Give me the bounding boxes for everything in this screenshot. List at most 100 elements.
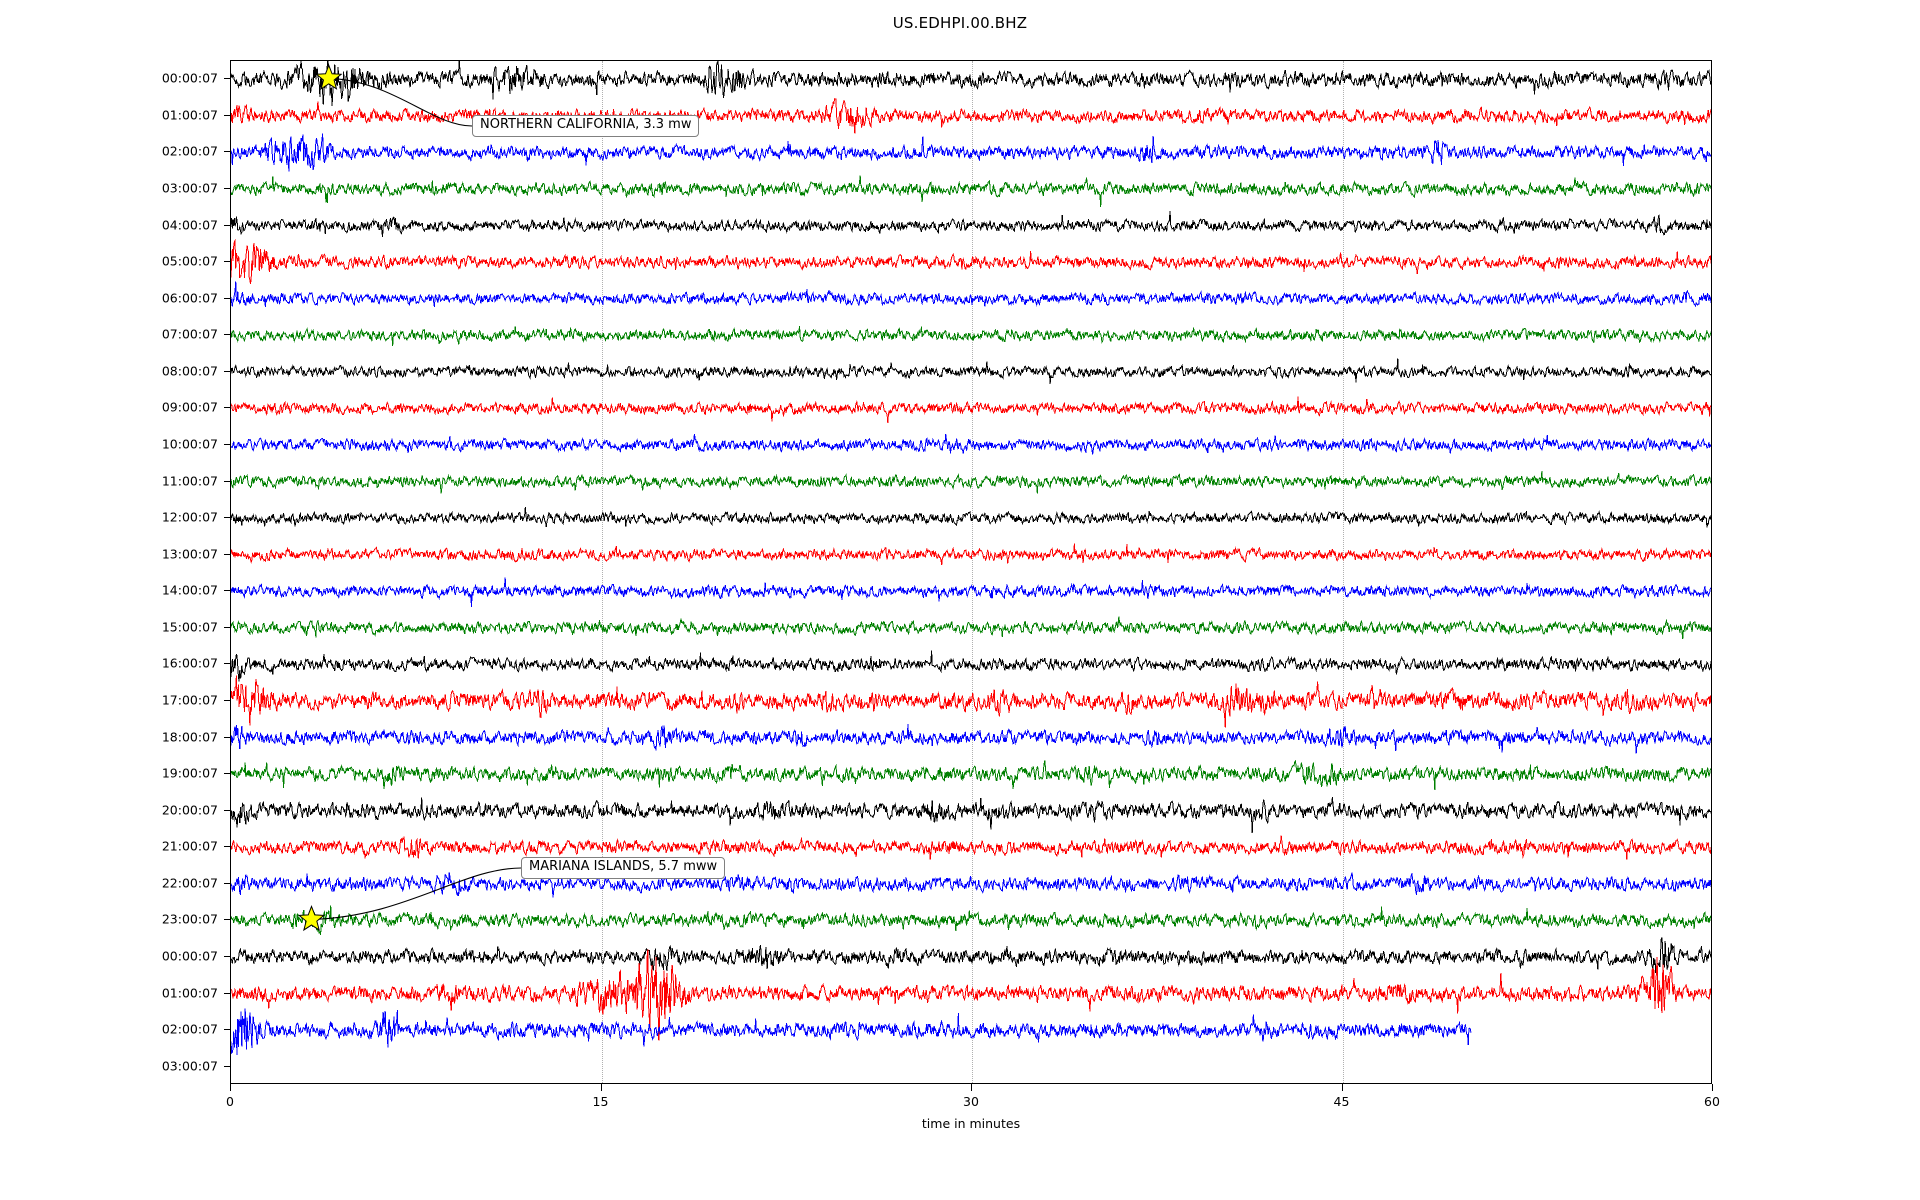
y-tick-mark (224, 1065, 231, 1067)
trace-06-00-07-6 (231, 281, 1711, 308)
trace-01-00-07-25 (231, 949, 1711, 1041)
seismic-traces (231, 61, 1711, 1055)
trace-03-00-07-3 (231, 175, 1711, 207)
y-tick-label: 14:00:07 (161, 582, 218, 598)
trace-13-00-07-13 (231, 543, 1711, 566)
y-tick-label: 01:00:07 (161, 107, 218, 123)
gridline-x-15 (601, 61, 603, 1083)
y-tick-label: 08:00:07 (161, 363, 218, 379)
y-tick-label: 10:00:07 (161, 436, 218, 452)
trace-02-00-07-26 (231, 1008, 1472, 1055)
x-tick-mark (600, 1084, 602, 1091)
y-tick-mark (224, 992, 231, 994)
y-tick-label: 17:00:07 (161, 692, 218, 708)
y-tick-mark (224, 919, 231, 921)
y-tick-label: 06:00:07 (161, 290, 218, 306)
trace-23-00-07-23 (231, 905, 1711, 935)
trace-20-00-07-20 (231, 797, 1711, 834)
trace-08-00-07-8 (231, 358, 1711, 384)
y-tick-mark (224, 590, 231, 592)
y-tick-label: 03:00:07 (161, 1058, 218, 1074)
y-tick-label: 03:00:07 (161, 180, 218, 196)
trace-12-00-07-12 (231, 506, 1711, 528)
y-tick-mark (224, 626, 231, 628)
y-tick-mark (224, 882, 231, 884)
plot-area (230, 60, 1712, 1084)
trace-22-00-07-22 (231, 872, 1711, 898)
y-tick-label: 12:00:07 (161, 509, 218, 525)
x-tick-label: 15 (592, 1094, 609, 1109)
y-axis-labels: 00:00:07 01:00:07 02:00:07 03:00:07 04:00:07… (112, 60, 218, 1084)
y-tick-mark (224, 444, 231, 445)
trace-19-00-07-19 (231, 759, 1711, 790)
y-tick-mark (224, 261, 231, 263)
y-tick-label: 04:00:07 (161, 217, 218, 233)
x-tick-label: 30 (963, 1094, 979, 1109)
trace-00-00-07-24 (231, 936, 1711, 973)
y-tick-label: 23:00:07 (161, 911, 218, 927)
y-tick-label: 01:00:07 (161, 985, 218, 1001)
trace-01-00-07-1 (231, 97, 1711, 134)
y-tick-mark (224, 78, 231, 80)
trace-11-00-07-11 (231, 470, 1711, 494)
x-tick-label: 45 (1333, 1094, 1350, 1109)
trace-02-00-07-2 (231, 133, 1711, 172)
y-tick-mark (224, 1029, 231, 1031)
y-tick-label: 07:00:07 (161, 326, 218, 342)
y-tick-label: 20:00:07 (161, 802, 218, 818)
x-axis-title: time in minutes (921, 1116, 1021, 1131)
gridline-x-45 (1342, 61, 1344, 1083)
y-tick-label: 15:00:07 (161, 619, 218, 635)
y-tick-mark (224, 297, 231, 299)
trace-04-00-07-4 (231, 210, 1711, 238)
trace-15-00-07-15 (231, 616, 1711, 640)
y-tick-label: 05:00:07 (161, 253, 218, 269)
y-tick-label: 02:00:07 (161, 1021, 218, 1037)
y-tick-label: 18:00:07 (161, 729, 218, 745)
y-tick-mark (224, 663, 231, 665)
y-tick-mark (224, 480, 231, 482)
y-tick-mark (224, 114, 231, 116)
y-tick-mark (224, 151, 231, 153)
x-tick-mark (1341, 1084, 1343, 1091)
x-tick-label: 60 (1704, 1094, 1720, 1109)
y-tick-label: 19:00:07 (161, 765, 218, 781)
y-tick-mark (224, 407, 231, 409)
y-tick-label: 16:00:07 (161, 655, 218, 671)
y-tick-mark (224, 846, 231, 848)
y-tick-label: 21:00:07 (161, 838, 218, 854)
trace-21-00-07-21 (231, 835, 1711, 860)
trace-16-00-07-16 (231, 650, 1711, 682)
y-tick-mark (224, 370, 231, 372)
y-tick-label: 13:00:07 (161, 546, 218, 562)
trace-14-00-07-14 (231, 577, 1711, 608)
trace-09-00-07-9 (231, 396, 1711, 423)
y-tick-mark (224, 224, 231, 226)
y-tick-mark (224, 188, 231, 189)
y-tick-mark (224, 334, 231, 336)
y-tick-label: 00:00:07 (161, 70, 218, 86)
trace-00-00-07-0 (231, 61, 1711, 106)
y-tick-mark (224, 700, 231, 701)
y-tick-mark (224, 517, 231, 519)
y-tick-mark (224, 553, 231, 555)
gridline-x-30 (972, 61, 973, 1083)
y-tick-label: 09:00:07 (161, 399, 218, 415)
trace-07-00-07-7 (231, 326, 1711, 347)
y-tick-mark (224, 773, 231, 775)
y-tick-mark (224, 956, 231, 957)
trace-18-00-07-18 (231, 724, 1711, 754)
y-tick-mark (224, 736, 231, 738)
x-tick-label: 0 (226, 1094, 234, 1109)
y-tick-label: 22:00:07 (161, 875, 218, 891)
x-tick-mark (230, 1084, 231, 1091)
y-tick-label: 02:00:07 (161, 143, 218, 159)
trace-05-00-07-5 (231, 238, 1711, 285)
page-title: US.EDHPI.00.BHZ (892, 14, 1028, 32)
x-tick-mark (971, 1084, 972, 1091)
trace-10-00-07-10 (231, 433, 1711, 455)
y-tick-mark (224, 809, 231, 811)
y-tick-label: 11:00:07 (161, 473, 218, 489)
y-tick-label: 00:00:07 (161, 948, 218, 964)
